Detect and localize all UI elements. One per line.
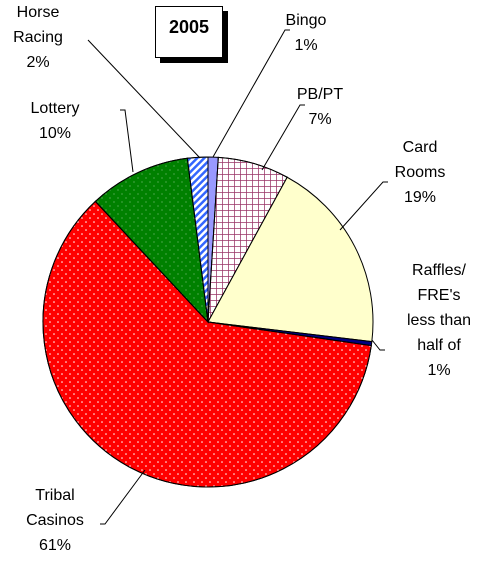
slice-label: PB/PT 7%: [285, 82, 355, 132]
slice-label: Bingo 1%: [270, 8, 342, 58]
slice-pattern: [94, 157, 209, 324]
slice-name: PB/PT: [296, 86, 344, 103]
slice-value: less than half of 1%: [406, 312, 472, 379]
slice-value: 61%: [38, 537, 72, 554]
slice-name: Raffles/ FRE's: [412, 262, 466, 304]
slice-value: 7%: [308, 111, 332, 128]
slice-name: Lottery: [30, 100, 80, 117]
slice-label: Raffles/ FRE's less than half of 1%: [404, 258, 474, 383]
pie-slice: [207, 176, 374, 343]
slice-value: 1%: [294, 37, 318, 54]
slice-value: 10%: [38, 125, 72, 142]
slice-label: Tribal Casinos 61%: [10, 483, 100, 558]
slice-label: Card Rooms 19%: [378, 135, 462, 210]
slice-label: Horse Racing 2%: [2, 0, 74, 75]
chart-title: 2005: [155, 6, 223, 58]
slice-pattern: [186, 156, 209, 323]
slice-value: 2%: [26, 54, 50, 71]
leader-lines: [87, 29, 388, 525]
slice-pattern: [42, 200, 372, 488]
slice-name: Bingo: [285, 12, 327, 29]
slice-value: 19%: [403, 189, 437, 206]
slice-name: Card Rooms: [394, 139, 446, 181]
slice-label: Lottery 10%: [10, 96, 100, 146]
slice-name: Tribal Casinos: [26, 487, 84, 529]
slice-name: Horse Racing: [13, 4, 63, 46]
